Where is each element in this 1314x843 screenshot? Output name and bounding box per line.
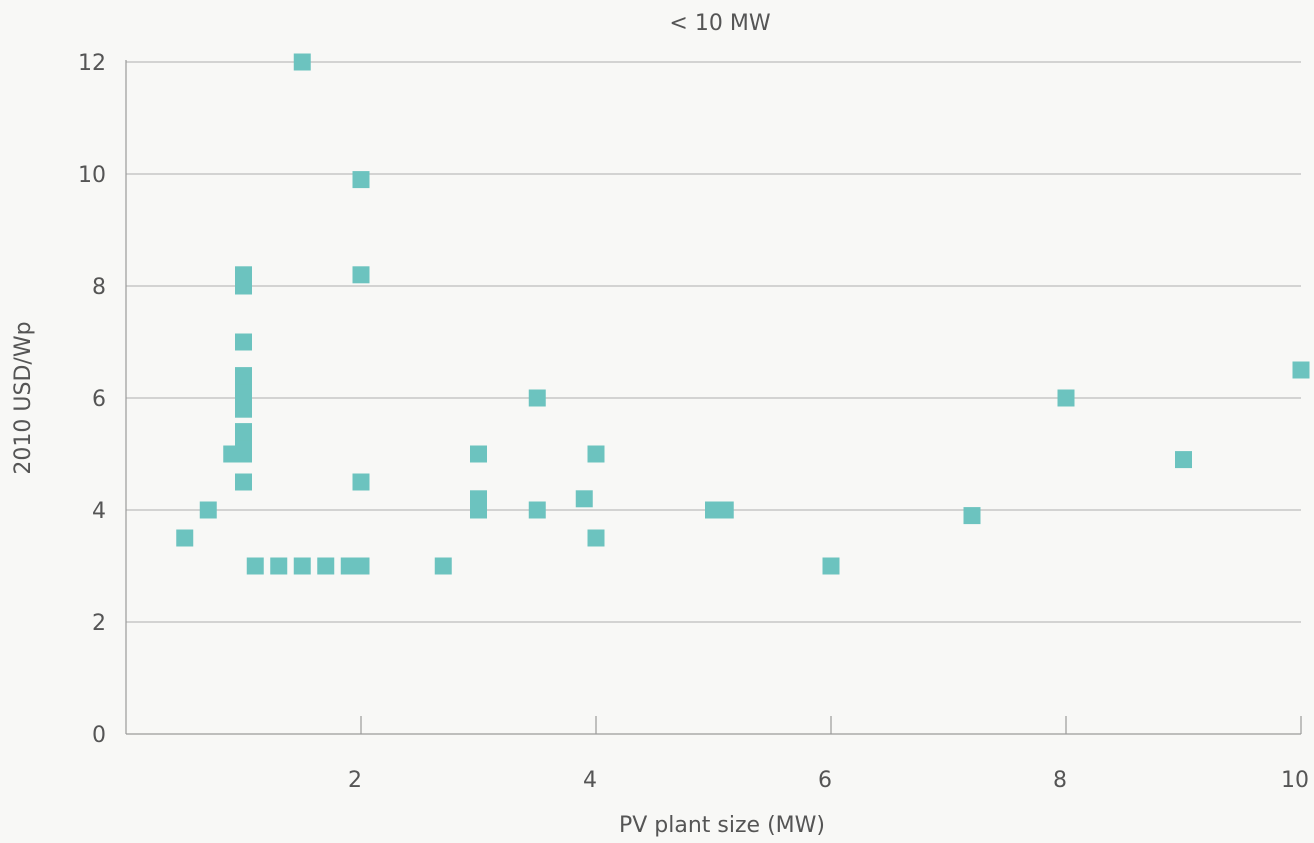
data-point	[1292, 361, 1310, 379]
data-point	[528, 501, 546, 519]
x-tick-label: 6	[818, 768, 832, 793]
data-point	[587, 445, 605, 463]
data-point	[822, 557, 840, 575]
y-tick-label: 12	[78, 51, 106, 76]
chart-title: < 10 MW	[669, 11, 770, 36]
y-tick-label: 10	[78, 163, 106, 188]
x-tick-label: 4	[583, 768, 597, 793]
data-point	[235, 423, 252, 441]
data-point	[352, 557, 370, 575]
data-point	[293, 557, 311, 575]
axes	[125, 60, 1302, 735]
data-point	[176, 529, 194, 547]
data-point	[1175, 451, 1192, 469]
data-point	[963, 507, 981, 525]
y-tick-label: 0	[92, 723, 106, 748]
data-point	[1057, 389, 1075, 407]
x-tick-label: 10	[1281, 768, 1309, 793]
data-point	[434, 557, 452, 575]
data-point	[199, 501, 217, 519]
data-point	[317, 557, 335, 575]
data-point	[716, 501, 734, 519]
x-tick-label: 2	[348, 768, 362, 793]
data-point	[528, 389, 546, 407]
y-tick-label: 4	[92, 499, 106, 524]
x-tick-label: 8	[1053, 768, 1067, 793]
x-tick-labels: 2 4 6 8 10	[348, 768, 1309, 793]
data-point	[352, 171, 370, 189]
data-points	[176, 53, 1310, 575]
data-point	[235, 473, 252, 491]
data-point	[470, 445, 487, 463]
data-point	[352, 473, 370, 491]
y-tick-label: 6	[92, 387, 106, 412]
data-point	[270, 557, 288, 575]
y-axis-label: 2010 USD/Wp	[11, 321, 36, 474]
data-point	[293, 53, 311, 71]
data-point	[352, 266, 370, 284]
y-tick-labels: 0 2 4 6 8 10 12	[78, 51, 106, 748]
grid-lines	[126, 61, 1301, 623]
data-point	[235, 367, 252, 385]
x-axis-label: PV plant size (MW)	[619, 813, 825, 838]
data-point	[587, 529, 605, 547]
data-point	[235, 266, 252, 284]
y-tick-label: 8	[92, 275, 106, 300]
y-tick-label: 2	[92, 611, 106, 636]
data-point	[575, 490, 593, 508]
data-point	[246, 557, 264, 575]
data-point	[470, 490, 487, 508]
data-point	[235, 333, 252, 351]
